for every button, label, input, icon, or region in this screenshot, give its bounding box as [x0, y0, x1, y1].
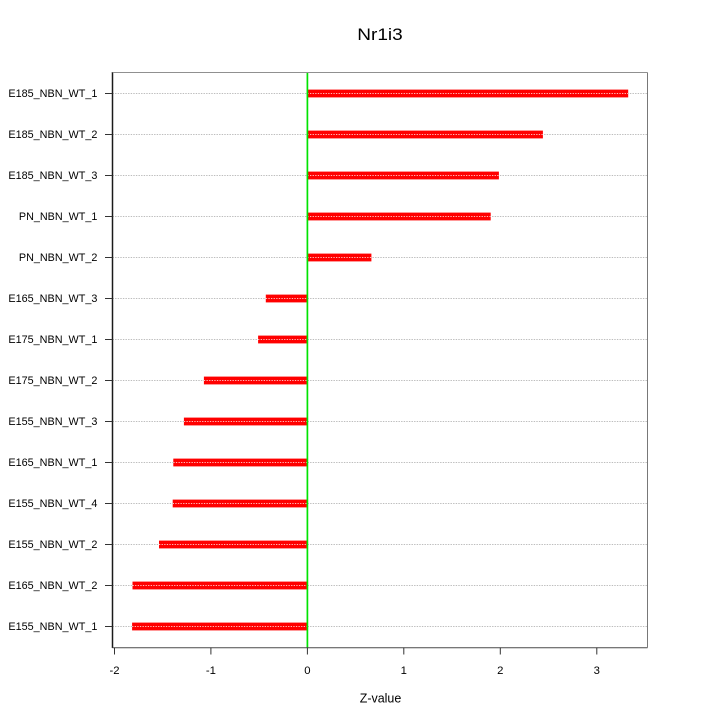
- svg-text:-1: -1: [206, 665, 216, 677]
- svg-text:E185_NBN_WT_2: E185_NBN_WT_2: [8, 129, 97, 141]
- svg-text:E165_NBN_WT_2: E165_NBN_WT_2: [8, 580, 97, 592]
- svg-text:E155_NBN_WT_2: E155_NBN_WT_2: [8, 539, 97, 551]
- svg-text:-2: -2: [109, 665, 119, 677]
- svg-text:E165_NBN_WT_3: E165_NBN_WT_3: [8, 293, 97, 305]
- svg-text:E155_NBN_WT_4: E155_NBN_WT_4: [8, 498, 97, 510]
- svg-text:E155_NBN_WT_1: E155_NBN_WT_1: [8, 621, 97, 633]
- svg-text:Z-value: Z-value: [360, 691, 402, 705]
- svg-text:PN_NBN_WT_2: PN_NBN_WT_2: [19, 252, 98, 264]
- svg-text:Nr1i3: Nr1i3: [357, 25, 403, 44]
- svg-text:E155_NBN_WT_3: E155_NBN_WT_3: [8, 416, 97, 428]
- svg-text:E165_NBN_WT_1: E165_NBN_WT_1: [8, 457, 97, 469]
- svg-text:E185_NBN_WT_1: E185_NBN_WT_1: [8, 88, 97, 100]
- svg-text:2: 2: [497, 665, 503, 677]
- svg-text:0: 0: [304, 665, 310, 677]
- svg-text:3: 3: [594, 665, 600, 677]
- svg-text:PN_NBN_WT_1: PN_NBN_WT_1: [19, 211, 98, 223]
- svg-text:E175_NBN_WT_2: E175_NBN_WT_2: [8, 375, 97, 387]
- svg-text:E175_NBN_WT_1: E175_NBN_WT_1: [8, 334, 97, 346]
- svg-text:E185_NBN_WT_3: E185_NBN_WT_3: [8, 170, 97, 182]
- svg-text:1: 1: [401, 665, 407, 677]
